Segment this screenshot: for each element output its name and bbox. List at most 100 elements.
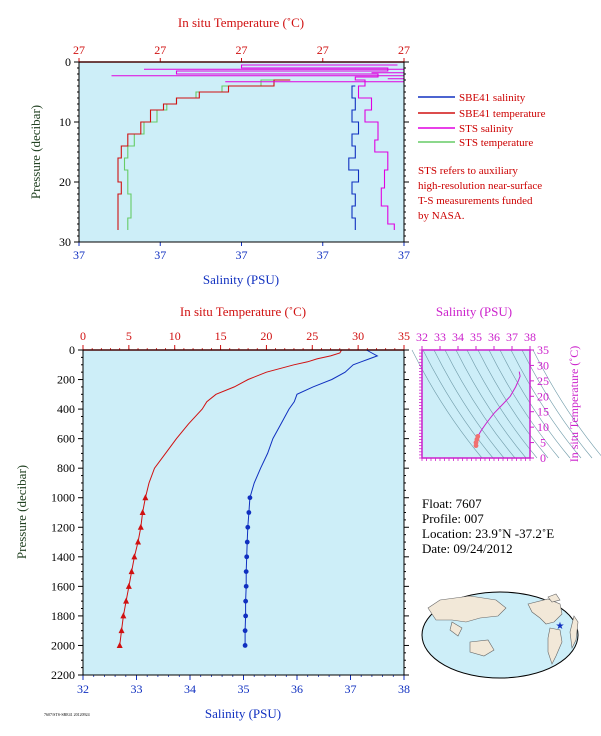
- fp-salinity-marker: [245, 524, 251, 530]
- fp-y-tick-label: 1400: [51, 550, 75, 564]
- float-location-star: ★: [556, 621, 565, 632]
- ts-points: [473, 371, 521, 449]
- near-surface-x-label: Salinity (PSU): [203, 272, 279, 287]
- ts-y-label: In situ Temperature (˚C): [567, 346, 581, 463]
- near-surface-top-title: In situ Temperature (˚C): [178, 15, 304, 30]
- fp-top-tick-label: 30: [352, 329, 364, 343]
- map-continents: [427, 593, 579, 665]
- fp-bottom-tick-label: 38: [398, 682, 410, 696]
- fp-y-tick-label: 2200: [51, 668, 75, 682]
- sts-note-line-4: by NASA.: [418, 210, 465, 222]
- ts-top-ticks: 32 33 34 35 36 37 38: [416, 330, 536, 461]
- profile-date: Date: 09/24/2012: [422, 541, 513, 556]
- legend-label-sbe41-temperature: SBE41 temperature: [459, 108, 546, 120]
- fp-top-tick-label: 25: [306, 329, 318, 343]
- sts-note-line-2: high-resolution near-surface: [418, 180, 542, 192]
- ts-plot-frame: [421, 349, 531, 459]
- fp-y-tick-label: 800: [57, 461, 75, 475]
- fp-top-tick-label: 5: [126, 329, 132, 343]
- legend-label-sbe41-salinity: SBE41 salinity: [459, 92, 526, 104]
- ts-isopycnal-line: [455, 349, 527, 459]
- np-y-tick-label: 20: [59, 175, 71, 189]
- np-bottom-tick-label: 37: [236, 248, 248, 262]
- np-top-tick-label: 27: [236, 43, 248, 57]
- fp-top-tick-label: 35: [398, 329, 410, 343]
- fp-bottom-tick-label: 34: [184, 682, 196, 696]
- np-top-tick-label: 27: [73, 43, 85, 57]
- near-surface-top-ticks: 27 27 27 27 27: [73, 43, 410, 62]
- fp-bottom-tick-label: 33: [131, 682, 143, 696]
- np-bottom-tick-label: 37: [398, 248, 410, 262]
- ts-isopycnal-line: [499, 349, 571, 459]
- full-profile-panel: In situ Temperature (˚C) 0 5 10 15 20 25 30 35 …: [14, 304, 410, 721]
- fp-bottom-tick-label: 35: [238, 682, 250, 696]
- fp-y-tick-label: 1800: [51, 609, 75, 623]
- ts-top-tick-label: 38: [524, 330, 536, 344]
- footer-id: 7607/STS-SBE41 20120924: [44, 712, 90, 717]
- np-series-sts-salinity: [175, 64, 398, 230]
- ts-right-tick-label: 10: [537, 420, 549, 434]
- fp-y-tick-label: 400: [57, 402, 75, 416]
- fp-temperature-marker: [128, 568, 135, 575]
- near-surface-bottom-ticks: 37 37 37 37 37: [73, 242, 410, 262]
- ts-right-tick-label: 0: [540, 451, 546, 465]
- ts-isopycnal-line: [488, 349, 560, 459]
- ts-isopycnal-line: [411, 349, 483, 459]
- ts-right-tick-label: 25: [537, 374, 549, 388]
- fp-salinity-marker: [242, 628, 248, 634]
- fp-salinity-marker: [243, 569, 249, 574]
- fp-series-sbe41-salinity: [244, 349, 379, 646]
- full-profile-top-ticks: 0 5 10 15 20 25 30 35: [80, 329, 410, 350]
- fp-salinity-marker: [244, 554, 250, 560]
- fp-top-tick-label: 20: [260, 329, 272, 343]
- ts-right-tick-label: 5: [540, 436, 546, 450]
- ts-isopycnal-line: [521, 349, 593, 459]
- ts-title: Salinity (PSU): [436, 304, 512, 319]
- np-y-tick-label: 30: [59, 235, 71, 249]
- fp-temperature-marker: [118, 627, 125, 634]
- ts-isopycnal-line: [444, 349, 516, 459]
- ts-top-tick-label: 32: [416, 330, 428, 344]
- fp-temperature-marker: [142, 494, 149, 501]
- np-y-tick-label: 10: [59, 115, 71, 129]
- ts-top-tick-label: 34: [452, 330, 464, 344]
- profile-number: Profile: 007: [422, 511, 484, 526]
- full-profile-top-title: In situ Temperature (˚C): [180, 304, 306, 319]
- np-top-tick-label: 27: [317, 43, 329, 57]
- full-profile-x-label: Salinity (PSU): [205, 706, 281, 721]
- map-australia: [469, 639, 495, 657]
- sts-note-line-3: T-S measurements funded: [418, 195, 533, 207]
- ts-right-tick-label: 35: [537, 343, 549, 357]
- ts-isopycnal-line: [422, 349, 494, 459]
- np-y-tick-label: 0: [65, 55, 71, 69]
- np-series-sbe41-temperature: [117, 79, 291, 230]
- full-profile-y-label: Pressure (decibar): [14, 465, 29, 559]
- fp-salinity-marker: [243, 613, 249, 619]
- full-profile-y-ticks: 0 200 400 600 800 1000 1200 1400 1600 1800 2000 220…: [51, 343, 409, 682]
- map-europe-asia: [427, 595, 507, 623]
- fp-salinity-marker: [247, 495, 253, 501]
- fp-top-tick-label: 10: [169, 329, 181, 343]
- ts-isopycnal-line: [477, 349, 549, 459]
- near-surface-panel: In situ Temperature (˚C) 27 27 27 27 27 37 37…: [28, 15, 410, 287]
- fp-temperature-marker: [120, 612, 127, 619]
- sts-note-line-1: STS refers to auxiliary: [418, 165, 518, 177]
- fp-y-tick-label: 1000: [51, 491, 75, 505]
- near-surface-y-label: Pressure (decibar): [28, 105, 43, 199]
- np-top-tick-label: 27: [398, 43, 410, 57]
- ts-right-tick-label: 15: [537, 405, 549, 419]
- ts-isopycnals: [411, 349, 601, 459]
- ts-isopycnal-line: [532, 349, 601, 457]
- map-africa: [569, 615, 579, 650]
- fp-bottom-tick-label: 37: [345, 682, 357, 696]
- sts-note: STS refers to auxiliary high-resolution …: [418, 165, 542, 222]
- fp-y-tick-label: 2000: [51, 638, 75, 652]
- legend-label-sts-salinity: STS salinity: [459, 123, 514, 135]
- fp-salinity-marker: [242, 643, 248, 648]
- np-top-tick-label: 27: [154, 43, 166, 57]
- legend-label-sts-temperature: STS temperature: [459, 137, 533, 149]
- ts-isopycnal-line: [433, 349, 505, 459]
